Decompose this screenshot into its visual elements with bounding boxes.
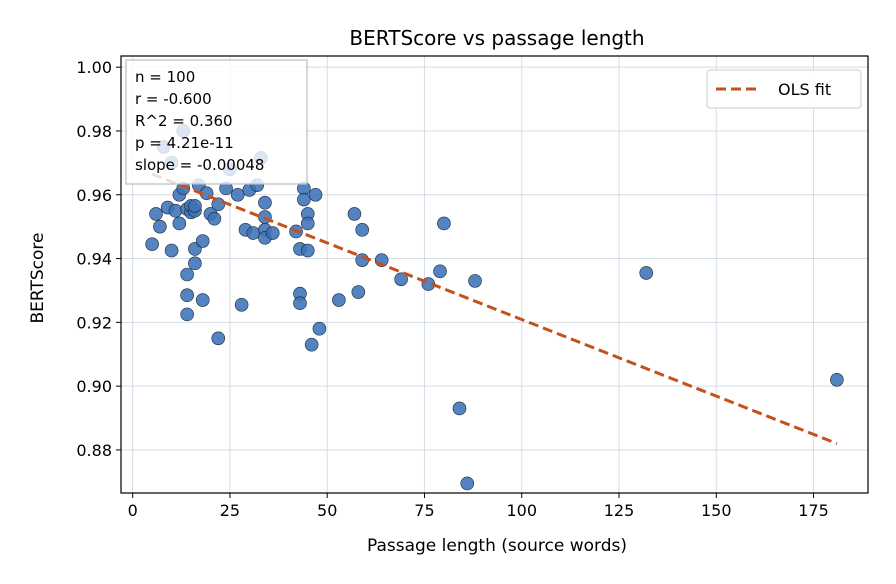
x-tick-label: 50: [317, 501, 337, 520]
data-point: [300, 216, 315, 231]
stat-r-squared: R^2 = 0.360: [135, 112, 233, 130]
y-tick-label: 0.96: [76, 186, 112, 205]
legend-frame: [706, 69, 862, 109]
ols-fit: [151, 172, 838, 445]
x-tick-label: 100: [506, 501, 537, 520]
y-tick-label: 0.88: [76, 441, 112, 460]
data-point: [433, 264, 447, 279]
data-point: [230, 187, 245, 202]
data-point: [351, 285, 366, 299]
legend: OLS fit: [706, 69, 862, 109]
x-tick-label: 175: [798, 501, 829, 520]
y-axis-label: BERTScore: [28, 233, 48, 324]
data-point: [304, 337, 319, 352]
x-tick-label: 125: [604, 501, 635, 520]
data-point: [180, 307, 194, 322]
stat-slope: slope = -0.00048: [135, 156, 264, 174]
data-point: [188, 256, 202, 271]
data-point: [195, 293, 210, 307]
data-point: [297, 192, 311, 207]
x-axis-label: Passage length (source words): [367, 536, 627, 556]
data-point: [172, 216, 187, 231]
data-point: [149, 207, 163, 221]
data-point: [258, 195, 272, 210]
data-point: [312, 321, 327, 336]
stat-n: n = 100: [135, 68, 195, 86]
ols-fit-line: [151, 172, 838, 445]
data-point: [246, 226, 261, 240]
data-point: [265, 226, 280, 240]
data-point: [308, 187, 323, 202]
data-point: [460, 476, 475, 491]
legend-label-ols-fit: OLS fit: [778, 80, 831, 99]
x-tick-label: 150: [701, 501, 732, 520]
stats-box: n = 100 r = -0.600 R^2 = 0.360 p = 4.21e…: [125, 59, 308, 185]
x-tick-label: 25: [220, 501, 240, 520]
x-axis-ticks: 0 25 50 75 100 125 150 175: [128, 493, 829, 520]
stat-p-value: p = 4.21e-11: [135, 134, 234, 152]
data-point: [164, 243, 179, 258]
y-axis-ticks: 0.88 0.90 0.92 0.94 0.96 0.98 1.00: [76, 58, 121, 460]
data-point: [195, 234, 210, 248]
data-point: [180, 267, 194, 282]
data-point: [347, 207, 362, 221]
y-tick-label: 0.92: [76, 313, 112, 332]
data-point: [188, 199, 202, 213]
data-point: [468, 274, 482, 288]
data-point: [211, 331, 226, 346]
data-point: [437, 216, 451, 231]
plot-frame: [120, 55, 869, 494]
y-tick-label: 0.98: [76, 122, 112, 141]
y-tick-label: 0.94: [76, 250, 112, 269]
data-point: [207, 211, 222, 226]
y-tick-label: 0.90: [76, 377, 112, 396]
stat-r: r = -0.600: [135, 90, 212, 108]
chart-title: BERTScore vs passage length: [349, 26, 644, 50]
data-point: [394, 272, 408, 287]
data-point: [355, 223, 370, 237]
data-point: [168, 203, 183, 218]
data-point: [639, 266, 654, 280]
data-point: [211, 197, 226, 212]
data-point: [332, 293, 346, 307]
x-tick-label: 75: [414, 501, 434, 520]
data-point: [293, 296, 307, 311]
data-point: [830, 372, 844, 387]
x-tick-label: 0: [128, 501, 138, 520]
data-point: [153, 219, 167, 234]
data-point: [145, 237, 159, 251]
stats-box-frame: [125, 59, 308, 185]
data-point: [180, 288, 194, 303]
y-tick-label: 1.00: [76, 58, 112, 77]
data-point: [234, 298, 249, 312]
data-point: [300, 243, 315, 258]
data-point: [452, 401, 467, 416]
